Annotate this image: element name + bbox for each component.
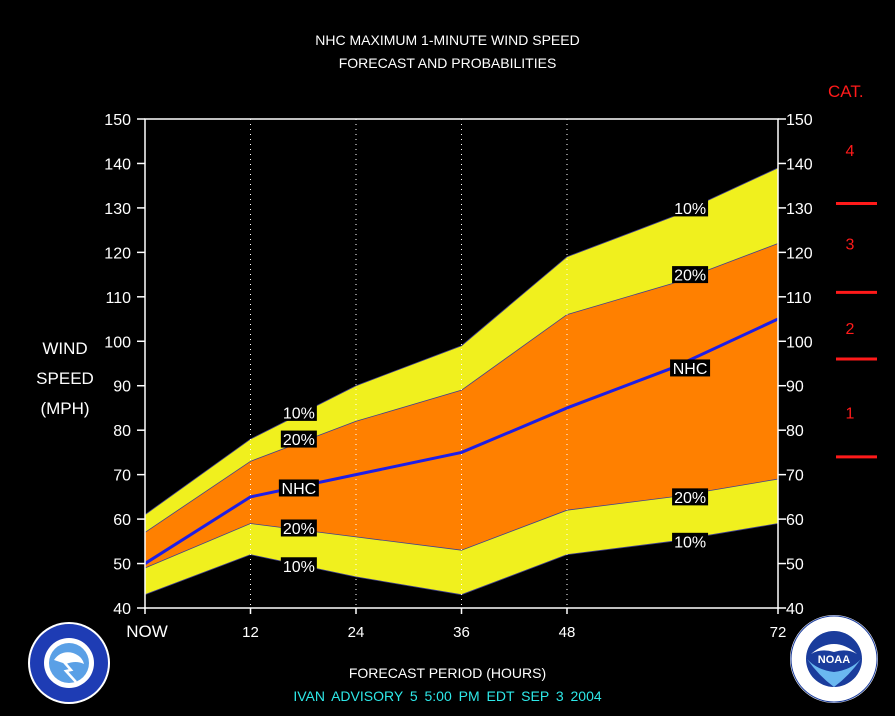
band-label-box <box>672 266 709 284</box>
band-label: 10% <box>674 201 706 218</box>
y-tick-label-right: 60 <box>786 512 804 529</box>
y-tick-label-left: 100 <box>104 334 131 351</box>
band-label-box <box>280 519 317 537</box>
x-tick-label: 24 <box>348 624 365 641</box>
y-axis-label-speed: SPEED <box>36 369 94 388</box>
band-label: 20% <box>283 521 315 538</box>
y-tick-label-left: 140 <box>104 156 131 173</box>
band-label: NHC <box>282 481 317 498</box>
y-tick-label-left: 80 <box>113 423 131 440</box>
band-label-box <box>672 532 709 550</box>
band-label: 10% <box>674 534 706 551</box>
y-tick-label-left: 90 <box>113 379 131 396</box>
y-tick-label-right: 110 <box>786 290 812 307</box>
noaa-logo: NOAA <box>790 615 878 703</box>
y-tick-label-right: 120 <box>786 245 813 262</box>
y-tick-label-left: 40 <box>113 601 131 618</box>
y-tick-label-left: 150 <box>104 112 131 129</box>
category-label: 3 <box>846 236 855 253</box>
band-label-box <box>670 359 711 377</box>
x-tick-label: NOW <box>126 622 168 641</box>
y-tick-label-right: 50 <box>786 557 804 574</box>
category-label: 2 <box>846 321 855 338</box>
x-axis-title: FORECAST PERIOD (HOURS) <box>348 665 547 681</box>
chart-title-line2: FORECAST AND PROBABILITIES <box>338 55 557 71</box>
y-tick-label-right: 90 <box>786 379 804 396</box>
band-label: 20% <box>283 432 315 449</box>
band-label-box <box>278 479 319 497</box>
band-label: 20% <box>674 268 706 285</box>
band-label-box <box>672 199 709 217</box>
band-label: 20% <box>674 490 706 507</box>
category-label: 1 <box>846 405 855 422</box>
y-tick-label-left: 60 <box>113 512 131 529</box>
x-tick-label: 48 <box>559 624 576 641</box>
chart-title-line1: NHC MAXIMUM 1-MINUTE WIND SPEED <box>315 32 580 48</box>
band-label-box <box>280 430 317 448</box>
category-title: CAT. <box>828 82 864 101</box>
band-label-box <box>672 488 709 506</box>
x-tick-label: 12 <box>242 624 259 641</box>
x-tick-label: 72 <box>770 624 787 641</box>
y-tick-label-left: 50 <box>113 557 131 574</box>
y-tick-label-right: 140 <box>786 156 813 173</box>
band-label: 10% <box>283 405 315 422</box>
band-label: 10% <box>283 559 315 576</box>
y-tick-label-right: 100 <box>786 334 813 351</box>
y-tick-label-left: 70 <box>113 468 131 485</box>
y-tick-label-left: 120 <box>104 245 131 262</box>
y-tick-label-left: 130 <box>104 201 131 218</box>
y-tick-label-right: 130 <box>786 201 813 218</box>
x-tick-label: 36 <box>453 624 470 641</box>
y-axis-label-wind: WIND <box>42 339 88 358</box>
band-label-box <box>280 557 317 575</box>
y-tick-label-right: 70 <box>786 468 804 485</box>
y-tick-label-right: 40 <box>786 601 804 618</box>
category-label: 4 <box>846 143 855 160</box>
band-edge-1 <box>144 243 779 533</box>
y-tick-label-right: 150 <box>786 112 813 129</box>
band-label: NHC <box>673 361 708 378</box>
advisory-line: IVAN ADVISORY 5 5:00 PM EDT SEP 3 2004 <box>293 688 602 704</box>
nws-logo <box>28 622 110 704</box>
y-tick-label-right: 80 <box>786 423 804 440</box>
y-tick-label-left: 110 <box>105 290 131 307</box>
y-axis-label-units: (MPH) <box>40 399 90 418</box>
noaa-logo-text: NOAA <box>818 654 850 666</box>
band-label-box <box>280 403 317 421</box>
